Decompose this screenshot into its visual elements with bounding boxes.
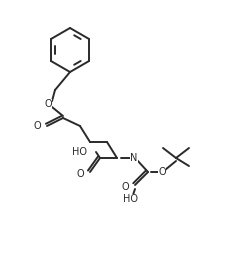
Text: N: N <box>130 153 138 163</box>
Text: HO: HO <box>72 147 87 157</box>
Text: HO: HO <box>124 194 138 204</box>
Text: O: O <box>158 167 166 177</box>
Text: O: O <box>76 169 84 179</box>
Text: O: O <box>44 99 52 109</box>
Text: O: O <box>33 121 41 131</box>
Text: O: O <box>121 182 129 192</box>
